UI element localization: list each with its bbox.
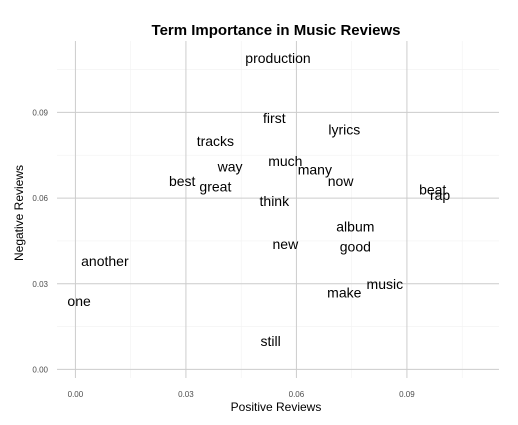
chart-title: Term Importance in Music Reviews bbox=[152, 22, 401, 39]
y-axis-title: Negative Reviews bbox=[12, 165, 26, 261]
term-label-lyrics: lyrics bbox=[328, 122, 360, 138]
term-label-first: first bbox=[263, 110, 286, 126]
term-label-another: another bbox=[81, 253, 129, 269]
term-label-rap: rap bbox=[430, 187, 450, 203]
term-label-now: now bbox=[328, 173, 355, 189]
term-label-best: best bbox=[169, 173, 196, 189]
term-label-production: production bbox=[245, 50, 310, 66]
term-label-make: make bbox=[327, 284, 361, 300]
x-tick-label: 0.06 bbox=[289, 390, 305, 399]
term-label-many: many bbox=[298, 162, 332, 178]
term-label-album: album bbox=[336, 219, 374, 235]
term-label-tracks: tracks bbox=[197, 133, 234, 149]
x-tick-label: 0.09 bbox=[399, 390, 415, 399]
term-label-music: music bbox=[367, 276, 404, 292]
term-label-beat: beat bbox=[419, 182, 446, 198]
y-axis: 0.00 0.03 0.06 0.09 bbox=[32, 108, 48, 374]
term-label-much: much bbox=[268, 153, 302, 169]
term-label-still: still bbox=[261, 333, 281, 349]
x-axis: 0.00 0.03 0.06 0.09 bbox=[68, 390, 416, 399]
term-label-great: great bbox=[199, 179, 231, 195]
plot-panel bbox=[57, 41, 499, 378]
term-labels: production first lyrics tracks much way manyno… bbox=[67, 50, 450, 349]
term-label-new: new bbox=[273, 236, 300, 252]
term-label-way: way bbox=[217, 159, 243, 175]
major-grid bbox=[57, 41, 499, 378]
y-tick-label: 0.00 bbox=[32, 365, 48, 374]
y-tick-label: 0.06 bbox=[32, 194, 48, 203]
term-label-think: think bbox=[260, 193, 291, 209]
x-axis-title: Positive Reviews bbox=[231, 400, 322, 414]
minor-grid bbox=[57, 41, 499, 378]
y-tick-label: 0.03 bbox=[32, 280, 48, 289]
term-label-one: one bbox=[67, 293, 91, 309]
y-tick-label: 0.09 bbox=[32, 108, 48, 117]
x-tick-label: 0.00 bbox=[68, 390, 84, 399]
x-tick-label: 0.03 bbox=[178, 390, 194, 399]
term-label-good: good bbox=[340, 239, 371, 255]
